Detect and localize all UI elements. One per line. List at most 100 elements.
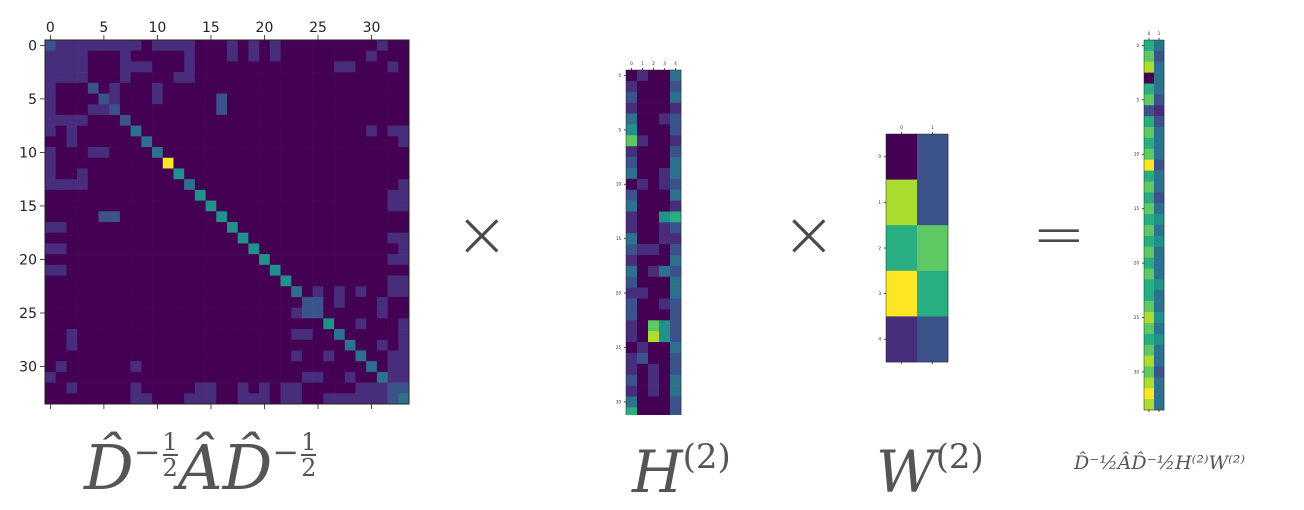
adjacency-cell [323,157,335,169]
H2-cell [626,385,638,397]
adjacency-cell [237,72,249,84]
adjacency-cell [87,243,99,255]
adjacency-cell [87,393,99,405]
adjacency-cell [87,93,99,105]
H2-cell [670,189,682,201]
output-cell [1154,214,1165,226]
adjacency-cell [87,329,99,341]
output-cell [1154,235,1165,248]
adjacency-cell [344,50,356,62]
adjacency-cell [152,61,164,73]
adjacency-cell [248,114,260,126]
adjacency-cell [173,50,185,62]
adjacency-cell [227,40,239,52]
adjacency-cell [77,232,89,244]
H2-cell [626,211,638,223]
adjacency-cell [119,50,131,62]
adjacency-cell [366,61,378,73]
adjacency-cell [152,296,164,308]
h2-heatmap: 0 1 2 3 4 0 5 10 15 20 25 30 [616,61,682,415]
adjacency-cell [45,189,57,201]
adjacency-cell [77,393,89,405]
adjacency-cell [344,243,356,255]
adjacency-cell [237,339,249,351]
adjacency-cell [184,104,196,116]
adjacency-cell [366,211,378,223]
adjacency-cell [387,189,399,201]
adjacency-cell [109,82,121,94]
H2-cell [648,70,660,82]
adjacency-cell [109,179,121,191]
adjacency-cell [366,179,378,191]
adjacency-cell [323,147,335,159]
H2-cell [626,70,638,82]
adjacency-cell [141,307,153,319]
adjacency-cell [45,232,57,244]
adjacency-cell [323,382,335,394]
adjacency-cell [194,382,206,394]
adjacency-cell [387,50,399,62]
adjacency-cell [66,382,78,394]
adjacency-cell [355,147,367,159]
adjacency-cell [237,104,249,116]
adjacency-cell [312,50,324,62]
adjacency-cell [376,307,388,319]
adjacency-cell [141,136,153,148]
adjacency-cell [291,350,303,362]
adjacency-cell [301,147,313,159]
H2-cell [648,276,660,288]
H2-cell [670,396,682,408]
adjacency-cell [184,211,196,223]
adjacency-cell [227,382,239,394]
adjacency-cell [334,243,346,255]
adjacency-cell [398,168,410,180]
adjacency-cell [334,50,346,62]
adjacency-cell [141,179,153,191]
adjacency-cell [98,264,110,276]
adjacency-cell [98,286,110,298]
adjacency-cell [291,50,303,62]
adjacency-cell [194,275,206,287]
adjacency-cell [259,232,271,244]
adjacency-cell [109,114,121,126]
adjacency-cell [280,72,292,84]
adjacency-cell [248,211,260,223]
adjacency-cell [366,157,378,169]
adjacency-cell [184,61,196,73]
d-hat-symbol: D̂ [84,431,134,504]
adjacency-cell [334,136,346,148]
adjacency-cell [194,200,206,212]
adjacency-cell [77,296,89,308]
adjacency-cell [312,275,324,287]
adjacency-cell [259,200,271,212]
adjacency-cell [376,179,388,191]
adjacency-cell [291,275,303,287]
adjacency-cell [355,104,367,116]
adjacency-cell [280,104,292,116]
adjacency-cell [130,307,142,319]
adjacency-cell [344,264,356,276]
H2-cell [626,276,638,288]
adjacency-cell [141,222,153,234]
adjacency-cell [366,114,378,126]
adjacency-cell [387,382,399,394]
output-cell [1154,83,1165,95]
H2-cell [637,331,649,343]
adjacency-cell [248,275,260,287]
H2-cell [626,102,638,114]
adjacency-cell [77,211,89,223]
output-cell [1144,279,1155,291]
output-cell [1144,366,1155,378]
adjacency-cell [237,382,249,394]
adjacency-cell [130,147,142,159]
adjacency-cell [269,136,281,148]
x-tick-label: 1 [641,61,644,66]
adjacency-cell [205,318,217,330]
adjacency-cell [184,179,196,191]
adjacency-cell [45,157,57,169]
adjacency-cell [237,264,249,276]
adjacency-cell [334,200,346,212]
adjacency-cell [227,200,239,212]
adjacency-cell [344,371,356,383]
adjacency-cell [184,200,196,212]
